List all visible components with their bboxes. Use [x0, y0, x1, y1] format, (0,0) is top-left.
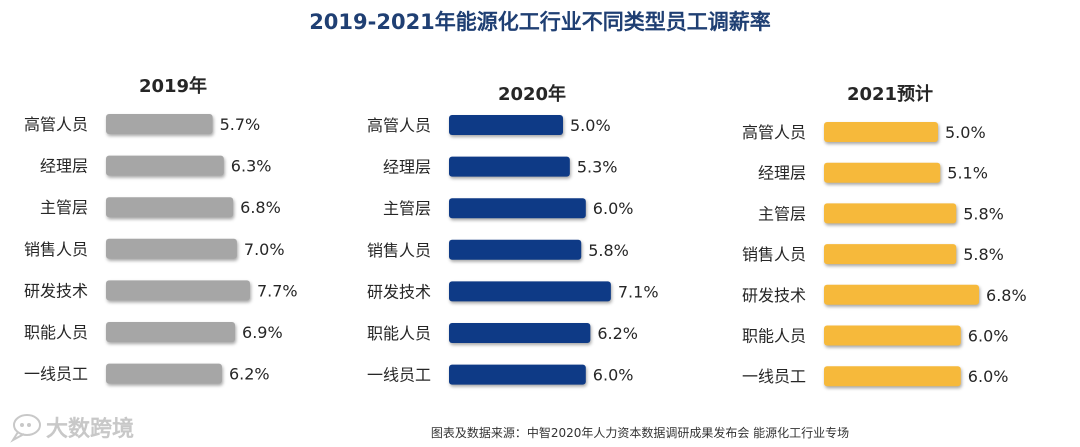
bar [824, 366, 961, 387]
panel-title: 2019年 [139, 75, 207, 97]
bar [449, 239, 582, 260]
bar [449, 281, 611, 302]
value-label: 6.8% [240, 198, 281, 217]
watermark-text: 大数跨境 [46, 416, 134, 442]
bar [106, 155, 224, 176]
category-label: 一线员工 [367, 366, 431, 385]
value-label: 5.8% [963, 204, 1004, 223]
value-label: 6.0% [593, 199, 634, 218]
bar [824, 122, 938, 142]
value-label: 5.3% [577, 158, 618, 177]
value-label: 5.0% [570, 116, 611, 135]
bar [106, 114, 213, 134]
bar [106, 322, 236, 342]
category-label: 经理层 [40, 157, 88, 176]
chart-title: 2019-2021年能源化工行业不同类型员工调薪率 [309, 10, 771, 34]
bar [824, 284, 980, 305]
category-label: 经理层 [383, 158, 431, 177]
category-label: 销售人员 [367, 241, 431, 260]
panel-title: 2020年 [498, 83, 566, 105]
bar [449, 156, 570, 177]
category-label: 职能人员 [742, 327, 806, 346]
value-label: 6.0% [593, 366, 634, 385]
bar [824, 325, 961, 346]
category-label: 销售人员 [742, 245, 806, 264]
value-label: 5.0% [945, 123, 986, 142]
watermark: 大数跨境 [10, 414, 134, 443]
category-label: 主管层 [758, 204, 806, 223]
panel-title: 2021预计 [847, 83, 933, 105]
value-label: 5.7% [220, 115, 261, 134]
category-label: 一线员工 [742, 367, 806, 386]
category-label: 研发技术 [24, 281, 88, 300]
value-label: 5.8% [963, 245, 1004, 264]
value-label: 6.9% [242, 323, 283, 342]
value-label: 6.2% [597, 324, 638, 343]
category-label: 高管人员 [367, 116, 431, 135]
value-label: 6.2% [229, 365, 270, 384]
category-label: 高管人员 [24, 115, 88, 134]
bar [449, 198, 586, 219]
value-label: 6.8% [986, 286, 1027, 305]
bar [449, 115, 563, 135]
category-label: 销售人员 [24, 240, 88, 259]
value-label: 6.0% [968, 367, 1009, 386]
value-label: 6.3% [231, 157, 272, 176]
bar [824, 244, 957, 265]
category-label: 研发技术 [742, 286, 806, 305]
bar [449, 364, 586, 385]
category-label: 主管层 [40, 198, 88, 217]
value-label: 7.0% [244, 240, 285, 259]
category-label: 职能人员 [24, 323, 88, 342]
category-label: 研发技术 [367, 282, 431, 301]
source-note: 图表及数据来源：中智2020年人力资本数据调研成果发布会 能源化工行业专场 [431, 425, 849, 440]
category-label: 主管层 [383, 199, 431, 218]
value-label: 6.0% [968, 327, 1009, 346]
bar [106, 238, 237, 259]
value-label: 5.8% [588, 241, 629, 260]
chat-bubble-logo-icon [10, 414, 41, 443]
bar [106, 280, 250, 301]
value-label: 7.1% [618, 282, 659, 301]
category-label: 一线员工 [24, 365, 88, 384]
bar [106, 197, 234, 218]
bar [824, 203, 957, 224]
category-label: 职能人员 [367, 324, 431, 343]
value-label: 7.7% [257, 281, 298, 300]
category-label: 高管人员 [742, 123, 806, 142]
category-label: 经理层 [758, 164, 806, 183]
bar [449, 323, 591, 343]
bar [824, 162, 941, 183]
bar [106, 363, 222, 384]
value-label: 5.1% [947, 164, 988, 183]
